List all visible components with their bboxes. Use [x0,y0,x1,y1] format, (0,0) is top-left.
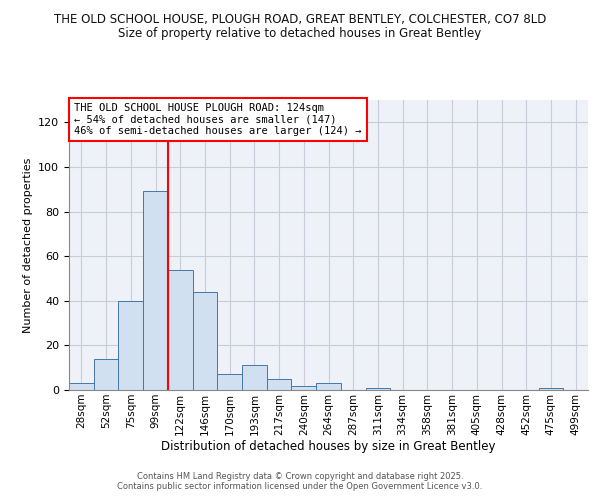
Bar [94,359,118,390]
Bar [217,374,242,390]
Y-axis label: Number of detached properties: Number of detached properties [23,158,32,332]
Bar [242,366,267,390]
Text: Size of property relative to detached houses in Great Bentley: Size of property relative to detached ho… [118,28,482,40]
Bar [168,270,193,390]
X-axis label: Distribution of detached houses by size in Great Bentley: Distribution of detached houses by size … [161,440,496,454]
Bar [118,301,143,390]
Text: Contains public sector information licensed under the Open Government Licence v3: Contains public sector information licen… [118,482,482,491]
Bar [365,388,390,390]
Bar [69,384,94,390]
Bar [143,192,168,390]
Bar [193,292,217,390]
Text: THE OLD SCHOOL HOUSE, PLOUGH ROAD, GREAT BENTLEY, COLCHESTER, CO7 8LD: THE OLD SCHOOL HOUSE, PLOUGH ROAD, GREAT… [54,12,546,26]
Bar [316,384,341,390]
Bar [539,388,563,390]
Text: Contains HM Land Registry data © Crown copyright and database right 2025.: Contains HM Land Registry data © Crown c… [137,472,463,481]
Text: THE OLD SCHOOL HOUSE PLOUGH ROAD: 124sqm
← 54% of detached houses are smaller (1: THE OLD SCHOOL HOUSE PLOUGH ROAD: 124sqm… [74,103,362,136]
Bar [292,386,316,390]
Bar [267,379,292,390]
